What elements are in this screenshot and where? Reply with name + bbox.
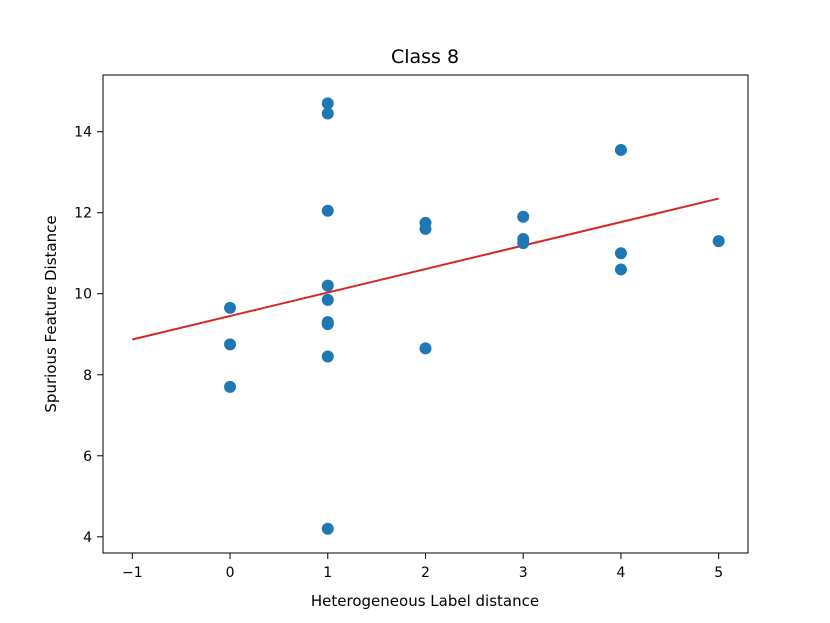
data-point [419, 342, 432, 355]
plot-frame [102, 74, 749, 554]
y-tick-label: 10 [74, 287, 92, 303]
regression-line [132, 197, 719, 341]
chart-title: Class 8 [391, 46, 459, 68]
x-tick-label: −1 [122, 565, 143, 581]
x-tick-label: 4 [616, 565, 625, 581]
y-tick-label: 8 [83, 368, 92, 384]
data-point [614, 247, 627, 260]
data-point [517, 237, 530, 250]
y-tick-label: 12 [74, 206, 92, 222]
y-tick-label: 6 [83, 449, 92, 465]
data-point [321, 204, 334, 217]
data-point [321, 318, 334, 331]
y-axis-ticks: 4 6 8 10 12 14 [74, 125, 103, 546]
fit-line-layer [132, 197, 719, 341]
y-axis-title: Spurious Feature Distance [42, 215, 60, 412]
x-tick-label: 1 [323, 565, 332, 581]
data-point [321, 293, 334, 306]
data-point [712, 235, 725, 248]
data-point [321, 97, 334, 110]
data-point [224, 301, 237, 314]
x-tick-label: 5 [714, 565, 723, 581]
data-point [224, 338, 237, 351]
data-point [614, 143, 627, 156]
x-tick-label: 2 [421, 565, 430, 581]
y-tick-label: 4 [83, 530, 92, 546]
data-point [224, 380, 237, 393]
data-point [321, 279, 334, 292]
x-axis-title: Heterogeneous Label distance [311, 592, 539, 610]
data-point [614, 263, 627, 276]
data-point [321, 350, 334, 363]
data-point [321, 107, 334, 120]
data-point [419, 222, 432, 235]
data-point [517, 210, 530, 223]
points-layer [224, 97, 725, 535]
x-tick-label: 3 [519, 565, 528, 581]
data-point [321, 522, 334, 535]
x-tick-label: 0 [226, 565, 235, 581]
y-tick-label: 14 [74, 125, 92, 141]
x-axis-ticks: −1 0 1 2 3 4 5 [122, 553, 723, 581]
